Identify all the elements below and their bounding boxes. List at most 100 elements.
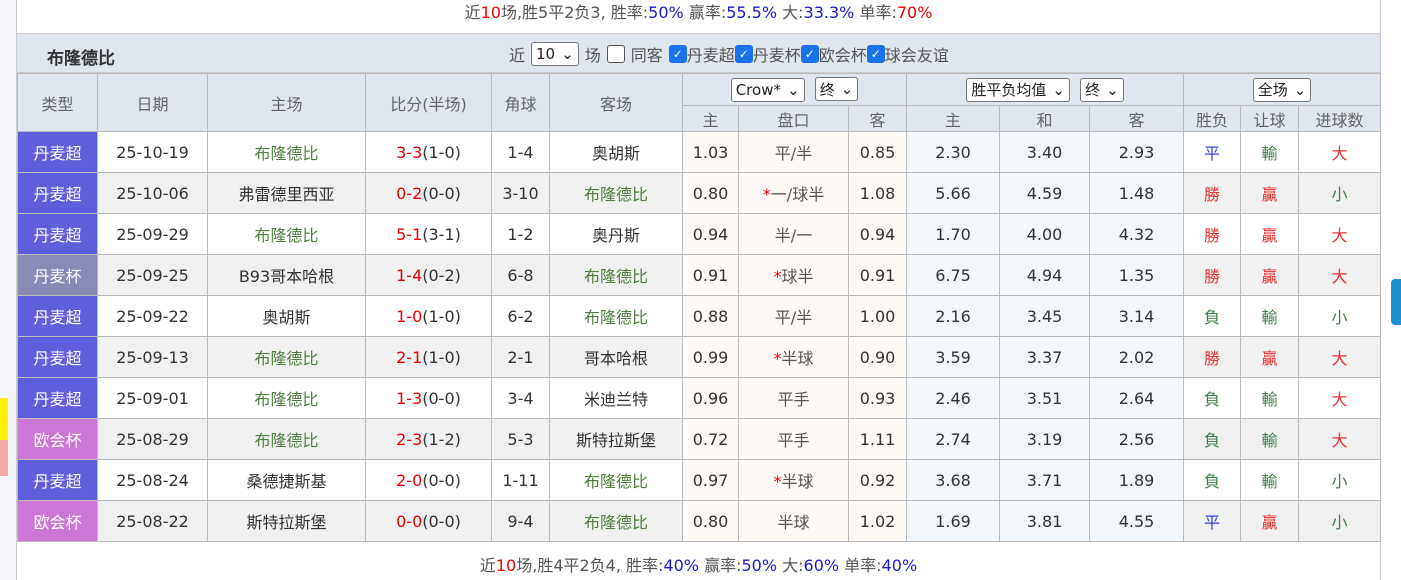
table-row[interactable]: 丹麦超 25-09-22 奥胡斯 1-0(1-0) 6-2 布隆德比 0.88 平/半 1.00… (17, 295, 1382, 337)
over-rate: 33.3% (803, 3, 855, 22)
eu-home-odds: 2.30 (906, 131, 1001, 173)
table-row[interactable]: 丹麦超 25-08-24 桑德捷斯基 2-0(0-0) 1-11 布隆德比 0.97 *半球 0… (17, 459, 1382, 501)
ah-stage-select[interactable]: 终 ⌄ (814, 77, 859, 102)
cover-cell: 輸 (1240, 418, 1300, 460)
result-cell: 負 (1183, 459, 1242, 501)
ah-line: 半球 (777, 513, 810, 532)
summary-text: 场,胜5平2负3, 胜率: (500, 3, 649, 22)
ou-cell: 小 (1298, 500, 1382, 542)
score-cell[interactable]: 3-3(1-0) (365, 131, 492, 173)
table-row[interactable]: 丹麦超 25-10-06 弗雷德里西亚 0-2(0-0) 3-10 布隆德比 0.80 *一/… (17, 172, 1382, 214)
chevron-down-icon: ⌄ (786, 80, 800, 99)
ou-cell: 大 (1298, 254, 1382, 296)
eu-draw-odds: 3.81 (999, 500, 1091, 542)
col-ah-home: 主 (682, 105, 739, 132)
period-select[interactable]: 全场 ⌄ (1252, 77, 1312, 102)
chevron-down-icon: ⌄ (1293, 80, 1307, 99)
ah-line-cell: 平手 (738, 418, 849, 460)
league-checkbox-3[interactable]: ✓ (866, 45, 885, 63)
score-cell[interactable]: 2-3(1-2) (365, 418, 492, 460)
bottom-summary: 近10场,胜4平2负4, 胜率:40% 赢率:50% 大:60% 单率:40% (17, 552, 1380, 576)
ou-cell: 大 (1298, 213, 1382, 255)
result-header: 全场 ⌄ (1183, 73, 1382, 106)
col-home: 主场 (207, 73, 366, 132)
ah-line-cell: 平/半 (738, 295, 849, 337)
ah-line: 平手 (777, 431, 810, 450)
league-cell[interactable]: 丹麦超 (17, 295, 98, 337)
result-cell: 負 (1183, 418, 1242, 460)
ou-cell: 小 (1298, 172, 1382, 214)
eu-away-odds: 2.64 (1089, 377, 1185, 419)
eu-draw-odds: 3.40 (999, 131, 1091, 173)
league-cell[interactable]: 丹麦超 (17, 336, 98, 378)
half-time-score: (1-0) (422, 142, 461, 162)
date-cell: 25-10-06 (97, 172, 208, 214)
summary-text: 大: (777, 556, 804, 575)
table-row[interactable]: 丹麦超 25-09-01 布隆德比 1-3(0-0) 3-4 米迪兰特 0.96 平手 0.93… (17, 377, 1382, 419)
filters: 近 10 ⌄ 场 同客 ✓ 丹麦超 ✓ 丹麦杯 ✓ 欧会杯 ✓ 球会友谊 (509, 42, 949, 66)
league-cell[interactable]: 丹麦超 (17, 459, 98, 501)
table-row[interactable]: 丹麦超 25-09-13 布隆德比 2-1(1-0) 2-1 哥本哈根 0.99 *半球 0.9… (17, 336, 1382, 378)
league-cell[interactable]: 欧会杯 (17, 500, 98, 542)
score-cell[interactable]: 5-1(3-1) (365, 213, 492, 255)
col-eu-home: 主 (906, 105, 1001, 132)
cover-cell: 贏 (1240, 172, 1300, 214)
table-row[interactable]: 丹麦超 25-09-29 布隆德比 5-1(3-1) 1-2 奥丹斯 0.94 半/一 0.94… (17, 213, 1382, 255)
half-time-score: (0-2) (422, 265, 461, 285)
ah-line: 半球 (781, 472, 814, 491)
corner-cell: 1-2 (491, 213, 550, 255)
league-checkbox-0[interactable]: ✓ (668, 45, 687, 63)
score-cell[interactable]: 2-1(1-0) (365, 336, 492, 378)
result-cell: 勝 (1183, 336, 1242, 378)
eu-away-odds: 4.32 (1089, 213, 1185, 255)
table-row[interactable]: 欧会杯 25-08-29 布隆德比 2-3(1-2) 5-3 斯特拉斯堡 0.72 平手 1.1… (17, 418, 1382, 460)
cover-rate: 55.5% (726, 3, 778, 22)
score-cell[interactable]: 1-0(1-0) (365, 295, 492, 337)
league-cell[interactable]: 丹麦超 (17, 131, 98, 173)
company-select[interactable]: Crow* ⌄ (730, 77, 805, 102)
left-panel-edge (0, 0, 17, 580)
league-cell[interactable]: 丹麦超 (17, 377, 98, 419)
corner-cell: 2-1 (491, 336, 550, 378)
ah-line-cell: *半球 (738, 336, 849, 378)
result-cell: 勝 (1183, 213, 1242, 255)
col-ou: 进球数 (1298, 105, 1382, 132)
col-score: 比分(半场) (365, 73, 492, 132)
team-title: 布隆德比 (47, 49, 115, 69)
table-row[interactable]: 丹麦杯 25-09-25 B93哥本哈根 1-4(0-2) 6-8 布隆德比 0.91 *球半… (17, 254, 1382, 296)
star-marker: * (773, 349, 782, 368)
corner-cell: 1-11 (491, 459, 550, 501)
corner-cell: 6-8 (491, 254, 550, 296)
league-cell[interactable]: 丹麦杯 (17, 254, 98, 296)
cover-cell: 贏 (1240, 336, 1300, 378)
score-cell[interactable]: 1-4(0-2) (365, 254, 492, 296)
eu-stage-select[interactable]: 终 ⌄ (1080, 77, 1124, 102)
unit-label: 场 (584, 46, 601, 65)
score-cell[interactable]: 0-0(0-0) (365, 500, 492, 542)
ah-home-odds: 0.72 (682, 418, 739, 460)
league-cell[interactable]: 丹麦超 (17, 213, 98, 255)
score-cell[interactable]: 0-2(0-0) (365, 172, 492, 214)
league-checkbox-1[interactable]: ✓ (734, 45, 753, 63)
ah-away-odds: 1.00 (847, 295, 908, 337)
cover-cell: 輸 (1240, 295, 1300, 337)
table-row[interactable]: 丹麦超 25-10-19 布隆德比 3-3(1-0) 1-4 奥胡斯 1.03 平/半 0.85… (17, 131, 1382, 173)
same-venue-checkbox[interactable] (606, 45, 625, 63)
table-row[interactable]: 欧会杯 25-08-22 斯特拉斯堡 0-0(0-0) 9-4 布隆德比 0.80 半球 1.0… (17, 500, 1382, 542)
full-time-score: 2-0 (396, 470, 423, 490)
league-cell[interactable]: 丹麦超 (17, 172, 98, 214)
eu-stage-value: 终 (1085, 81, 1101, 99)
match-count-select[interactable]: 10 ⌄ (531, 42, 579, 66)
score-cell[interactable]: 1-3(0-0) (365, 377, 492, 419)
euro-select[interactable]: 胜平负均值 ⌄ (966, 77, 1070, 102)
cover-cell: 輸 (1240, 459, 1300, 501)
score-cell[interactable]: 2-0(0-0) (365, 459, 492, 501)
eu-draw-odds: 4.94 (999, 254, 1091, 296)
away-team-cell: 布隆德比 (549, 172, 683, 214)
league-checkbox-2[interactable]: ✓ (800, 45, 819, 63)
scrollbar-thumb[interactable] (1391, 279, 1401, 325)
col-type: 类型 (17, 73, 98, 132)
league-cell[interactable]: 欧会杯 (17, 418, 98, 460)
league-label: 丹麦杯 (752, 46, 801, 65)
near-label: 近 (509, 46, 526, 65)
